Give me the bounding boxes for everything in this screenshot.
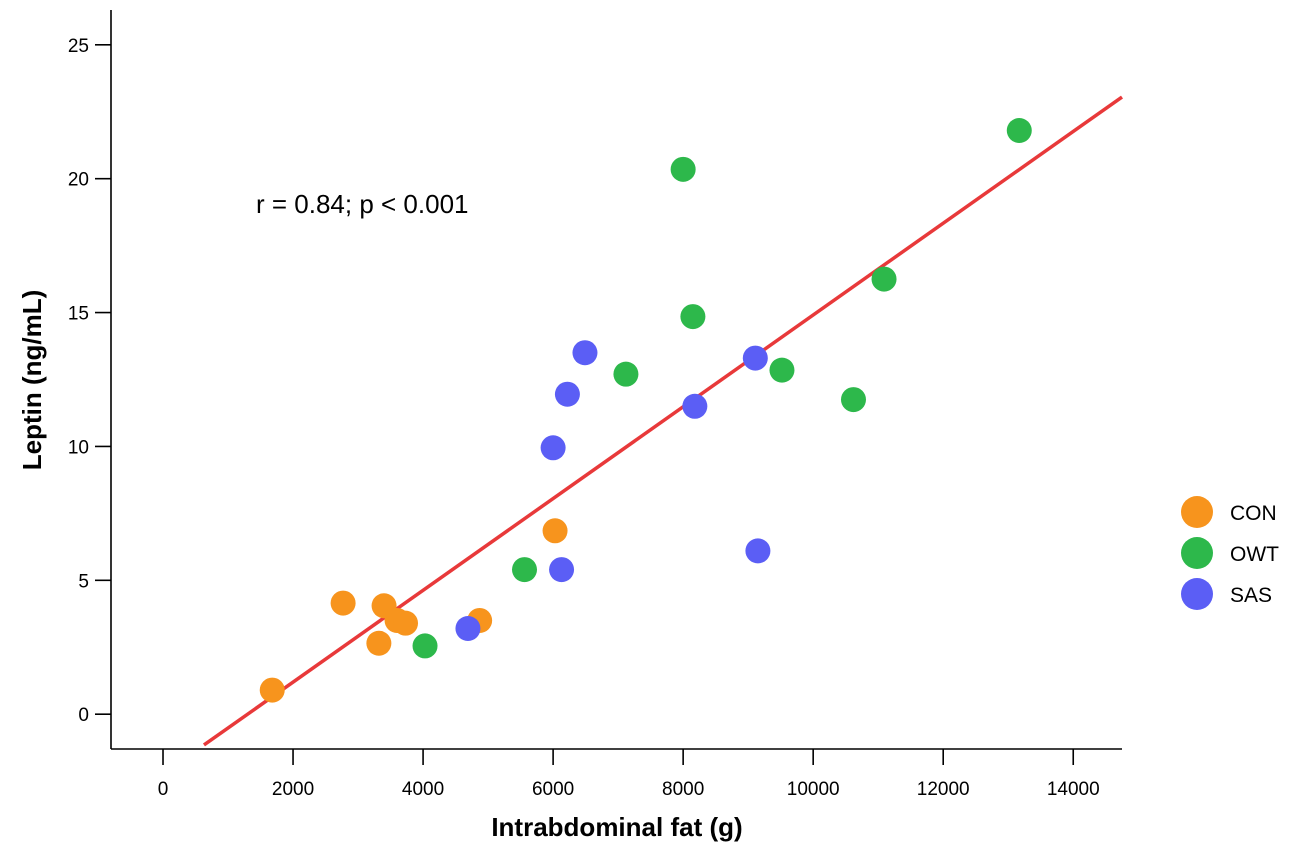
data-point-sas xyxy=(682,393,708,419)
data-point-sas xyxy=(455,616,481,642)
data-point-owt xyxy=(412,633,438,659)
correlation-annotation: r = 0.84; p < 0.001 xyxy=(256,189,469,219)
trendline-layer xyxy=(202,95,1124,747)
data-point-owt xyxy=(840,387,866,413)
regression-line xyxy=(202,95,1124,747)
data-point-con xyxy=(393,610,419,636)
data-point-owt xyxy=(680,304,706,330)
x-tick-label: 14000 xyxy=(1047,779,1100,800)
data-point-owt xyxy=(769,357,795,383)
x-tick-label: 2000 xyxy=(272,779,314,800)
legend-label-con: CON xyxy=(1230,502,1277,525)
y-axis-title: Leptin (ng/mL) xyxy=(17,290,47,471)
legend-marker-owt xyxy=(1181,537,1213,569)
x-tick-label: 6000 xyxy=(532,779,574,800)
x-tick-label: 0 xyxy=(158,779,169,800)
data-point-owt xyxy=(613,361,639,387)
legend-marker-sas xyxy=(1181,578,1213,610)
legend-marker-con xyxy=(1181,496,1213,528)
data-point-con xyxy=(259,677,285,703)
data-point-sas xyxy=(540,435,566,461)
x-tick-label: 12000 xyxy=(917,779,970,800)
data-point-sas xyxy=(742,345,768,371)
y-tick-label: 15 xyxy=(68,304,89,325)
y-tick-label: 5 xyxy=(78,571,89,592)
data-point-owt xyxy=(871,266,897,292)
data-point-owt xyxy=(1006,117,1032,143)
data-point-sas xyxy=(549,557,575,583)
y-tick-label: 10 xyxy=(68,437,89,458)
y-tick-label: 25 xyxy=(68,36,89,57)
data-point-sas xyxy=(745,538,771,564)
x-tick-label: 4000 xyxy=(402,779,444,800)
points-layer xyxy=(259,117,1032,703)
axes: 0 5 10 15 20 25 0 2000 4000 6000 8000 10000 12000 140… xyxy=(68,10,1122,800)
legend: CON OWT SAS xyxy=(1181,496,1279,610)
data-point-con xyxy=(542,518,568,544)
y-tick-label: 0 xyxy=(78,705,89,726)
y-tick-label: 20 xyxy=(68,170,89,191)
data-point-con xyxy=(366,630,392,656)
legend-label-sas: SAS xyxy=(1230,584,1272,607)
x-axis-title: Intrabdominal fat (g) xyxy=(491,812,742,842)
data-point-owt xyxy=(512,557,538,583)
data-point-owt xyxy=(670,156,696,182)
x-tick-label: 8000 xyxy=(662,779,704,800)
data-point-sas xyxy=(572,340,598,366)
data-point-sas xyxy=(554,381,580,407)
data-point-con xyxy=(330,590,356,616)
x-tick-label: 10000 xyxy=(787,779,840,800)
legend-label-owt: OWT xyxy=(1230,543,1279,566)
